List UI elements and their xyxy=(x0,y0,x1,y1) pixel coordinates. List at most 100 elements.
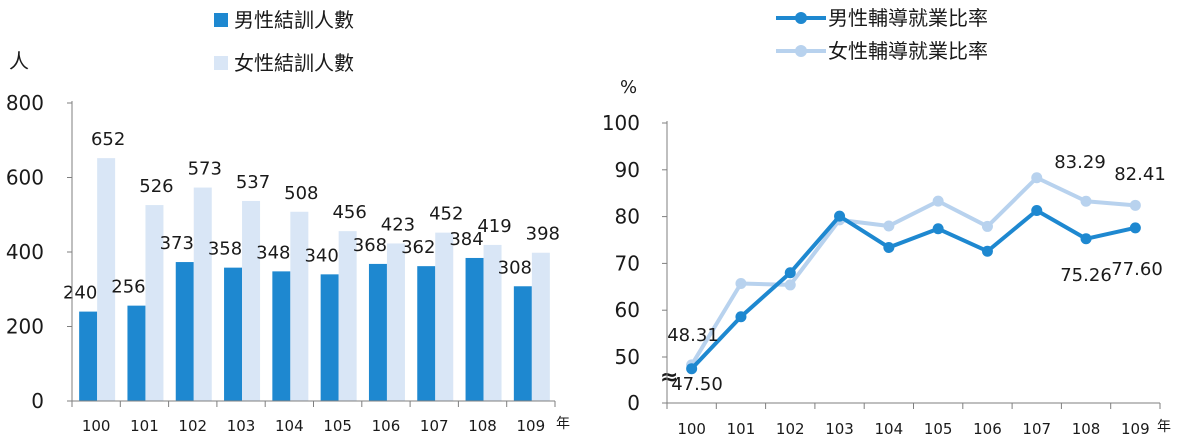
data-label-female: 423 xyxy=(381,214,415,235)
data-label-male: 308 xyxy=(498,257,532,278)
bar-male xyxy=(79,311,98,401)
data-label-male: 340 xyxy=(304,245,338,266)
bar-series xyxy=(79,158,550,401)
bar-female xyxy=(290,211,309,401)
legend-label-female-rate: 女性輔導就業比率 xyxy=(828,39,988,63)
y-tick-label: 100 xyxy=(602,111,640,135)
x-tick-label: 105 xyxy=(924,420,953,438)
bar-male xyxy=(127,305,146,401)
y-tick-label: 60 xyxy=(615,298,640,322)
bar-male xyxy=(224,267,243,401)
y-tick-label: 200 xyxy=(6,315,44,339)
line-series xyxy=(686,172,1141,375)
y-axis-unit-label: 人 xyxy=(9,49,29,73)
data-label-female: 48.31 xyxy=(667,325,719,346)
x-tick-label: 109 xyxy=(1121,420,1150,438)
bar-female xyxy=(193,187,212,401)
data-label-female: 419 xyxy=(477,216,511,237)
point-female xyxy=(735,278,747,290)
x-tick-label: 100 xyxy=(82,417,111,435)
bar-male xyxy=(175,262,194,401)
bar-male xyxy=(320,274,339,401)
data-label-male: 47.50 xyxy=(671,374,723,395)
data-label-female: 83.29 xyxy=(1054,152,1106,173)
y-tick-label: 400 xyxy=(6,240,44,264)
data-label-male: 256 xyxy=(111,277,145,298)
x-tick-label: 103 xyxy=(825,420,854,438)
point-female xyxy=(932,195,944,207)
bar-female xyxy=(97,158,116,401)
data-label-female: 526 xyxy=(139,176,173,197)
y-axis-ticks: 0 200 400 600 800 xyxy=(6,91,72,413)
bar-chart-legend: 男性結訓人數 女性結訓人數 xyxy=(214,8,354,75)
bar-female xyxy=(242,200,261,401)
x-tick-label: 104 xyxy=(875,420,904,438)
y-tick-label: 80 xyxy=(615,205,640,229)
point-female xyxy=(1080,195,1092,207)
axis-break-mark: ≈ xyxy=(660,365,678,390)
x-axis-unit-label: 年 xyxy=(1157,419,1171,435)
line-data-labels: 47.50 75.26 77.60 48.31 83.29 82.41 xyxy=(667,152,1166,395)
x-tick-label: 104 xyxy=(275,417,304,435)
x-tick-label: 107 xyxy=(1022,420,1051,438)
data-label-male: 348 xyxy=(256,242,290,263)
point-male xyxy=(735,311,747,323)
y-tick-label: 50 xyxy=(615,345,640,369)
point-female xyxy=(883,220,895,232)
x-tick-label: 106 xyxy=(372,417,401,435)
legend-swatch-male xyxy=(214,13,228,27)
bar-female xyxy=(435,232,454,401)
legend-marker-male xyxy=(795,12,807,24)
bar-female xyxy=(145,205,164,401)
point-female xyxy=(981,220,993,232)
x-tick-label: 103 xyxy=(227,417,256,435)
data-label-male: 358 xyxy=(208,239,242,260)
y-tick-label: 800 xyxy=(6,91,44,115)
data-label-female: 456 xyxy=(332,202,366,223)
point-male xyxy=(883,241,895,253)
point-male xyxy=(784,267,796,279)
x-tick-label: 108 xyxy=(468,417,497,435)
x-tick-label: 102 xyxy=(178,417,207,435)
y-tick-label: 70 xyxy=(615,251,640,275)
x-tick-label: 107 xyxy=(420,417,449,435)
x-tick-label: 102 xyxy=(776,420,805,438)
data-label-male: 384 xyxy=(449,229,483,250)
data-label-male: 373 xyxy=(160,233,194,254)
bar-male xyxy=(513,286,532,401)
data-label-male: 77.60 xyxy=(1111,259,1163,280)
legend-label-male: 男性結訓人數 xyxy=(234,8,354,32)
bar-male xyxy=(417,266,436,401)
x-tick-label: 109 xyxy=(517,417,546,435)
bar-female xyxy=(483,244,502,401)
data-label-female: 508 xyxy=(284,183,318,204)
point-male xyxy=(981,245,993,257)
line-female xyxy=(689,175,1136,366)
x-tick-label: 108 xyxy=(1072,420,1101,438)
point-male xyxy=(834,210,846,222)
legend-label-female: 女性結訓人數 xyxy=(234,51,354,75)
y-tick-label: 0 xyxy=(31,389,44,413)
data-label-female: 573 xyxy=(188,159,222,180)
point-female xyxy=(1031,172,1043,184)
x-tick-label: 101 xyxy=(130,417,159,435)
bar-female xyxy=(338,231,357,401)
data-label-female: 537 xyxy=(236,172,270,193)
point-male xyxy=(1129,222,1141,234)
data-label-female: 652 xyxy=(91,129,125,150)
line-male xyxy=(690,208,1136,371)
data-label-male: 368 xyxy=(353,235,387,256)
bar-female xyxy=(386,243,405,401)
employment-line-chart: 男性輔導就業比率 女性輔導就業比率 % 年 ≈ 0 50 60 70 80 90 100 1… xyxy=(602,6,1171,438)
data-label-female: 398 xyxy=(526,224,560,245)
data-label-female: 82.41 xyxy=(1114,164,1166,185)
data-label-male: 362 xyxy=(401,237,435,258)
y-tick-label: 600 xyxy=(6,166,44,190)
legend-marker-female xyxy=(795,45,807,57)
point-female xyxy=(784,279,796,291)
bar-male xyxy=(272,271,291,401)
point-male xyxy=(1031,205,1043,217)
bar-male xyxy=(465,257,484,401)
x-tick-label: 101 xyxy=(727,420,756,438)
